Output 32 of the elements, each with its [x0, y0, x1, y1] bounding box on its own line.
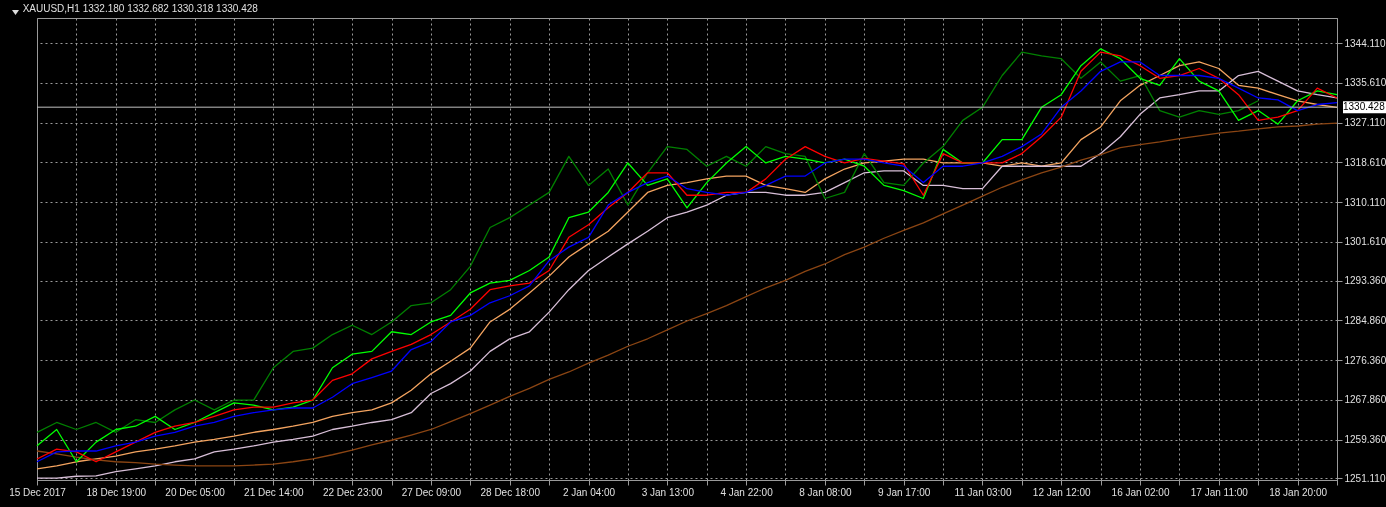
- x-tick-label: 27 Dec 09:00: [401, 486, 462, 498]
- x-tick-label: 18 Dec 19:00: [86, 486, 147, 498]
- y-tick-label: 1301.610: [1344, 236, 1386, 248]
- y-tick-label: 1251.110: [1344, 472, 1386, 484]
- y-tick-label: 1284.860: [1344, 314, 1386, 326]
- y-tick-label: 1344.110: [1344, 37, 1386, 49]
- x-tick-label: 20 Dec 05:00: [165, 486, 226, 498]
- x-tick-label: 22 Dec 23:00: [322, 486, 383, 498]
- line-series: [36, 122, 1338, 467]
- y-tick-label: 1259.360: [1344, 434, 1386, 445]
- y-tick-label: 1276.360: [1344, 354, 1386, 366]
- x-tick-label: 4 Jan 22:00: [720, 486, 774, 498]
- x-tick-label: 21 Dec 14:00: [244, 486, 305, 498]
- ref-line-label: 1330.428: [1343, 101, 1386, 113]
- chart-title: XAUUSD,H1 1332.180 1332.682 1330.318 1330.428: [22, 3, 259, 14]
- y-tick-label: 1267.860: [1344, 394, 1386, 406]
- x-tick-label: 9 Jan 17:00: [878, 486, 931, 498]
- y-tick-label: 1318.610: [1344, 156, 1386, 168]
- x-tick-label: 18 Jan 20:00: [1269, 486, 1328, 498]
- x-tick-label: 8 Jan 08:00: [799, 486, 852, 498]
- y-tick-label: 1293.360: [1344, 275, 1386, 287]
- x-tick-label: 16 Jan 02:00: [1111, 486, 1170, 498]
- x-tick-label: 15 Dec 2017: [9, 486, 67, 498]
- x-tick-label: 3 Jan 13:00: [641, 486, 695, 498]
- y-tick-label: 1335.610: [1344, 77, 1386, 89]
- y-tick-label: 1310.110: [1344, 196, 1386, 208]
- y-tick-label: 1327.110: [1344, 117, 1386, 129]
- x-tick-label: 12 Jan 12:00: [1032, 486, 1092, 498]
- x-tick-label: 11 Jan 03:00: [954, 486, 1012, 498]
- x-tick-label: 2 Jan 04:00: [562, 486, 616, 498]
- x-tick-label: 28 Dec 18:00: [480, 486, 541, 498]
- x-tick-label: 17 Jan 11:00: [1190, 486, 1249, 498]
